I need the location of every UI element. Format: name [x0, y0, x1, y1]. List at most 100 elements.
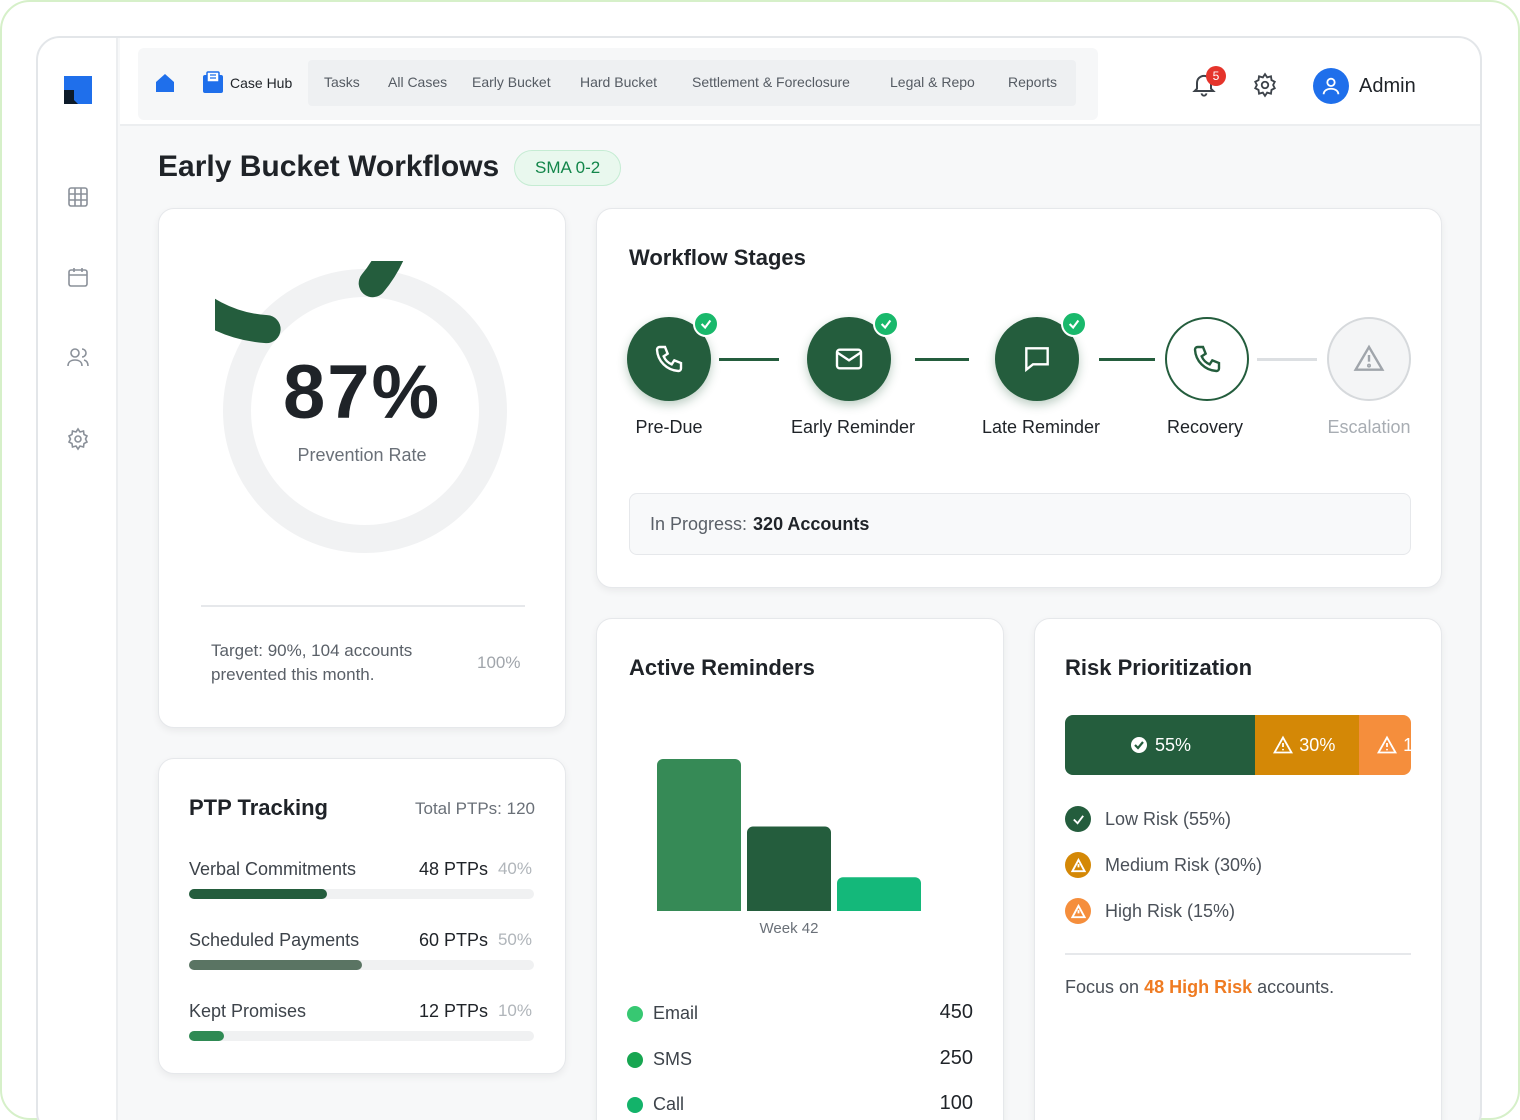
app-window: Case Hub Tasks All Cases Early Bucket Ha… [36, 36, 1482, 1120]
avatar [1313, 68, 1349, 104]
tab-hard-bucket[interactable]: Hard Bucket [580, 74, 658, 90]
bar-base-call [837, 903, 921, 911]
stage-connector [1257, 358, 1317, 361]
bar-call[interactable] [837, 877, 921, 911]
stage-late-reminder[interactable] [995, 311, 1087, 401]
legend-sms: SMS 250 [627, 1047, 973, 1073]
ptp-label: Verbal Commitments [189, 859, 357, 879]
legend-email: Email 450 [627, 1001, 973, 1027]
phone-icon [655, 345, 683, 373]
divider [1065, 953, 1411, 955]
risk-segment[interactable]: 55% [1065, 715, 1256, 775]
focus-prefix: Focus on [1065, 977, 1140, 997]
scale-max: 100% [477, 653, 521, 672]
risk-item-medium: Medium Risk (30%) [1065, 851, 1262, 879]
legend-dot [627, 1006, 643, 1022]
stage-connector [915, 358, 969, 361]
home-icon[interactable] [154, 72, 176, 94]
grid-icon[interactable] [65, 184, 91, 210]
prevention-rate-label: Prevention Rate [297, 445, 427, 465]
ptp-label: Scheduled Payments [189, 930, 360, 950]
bar-base-sms [747, 903, 831, 911]
ptp-label: Kept Promises [189, 1001, 307, 1021]
legend-label: SMS [653, 1049, 693, 1069]
notifications-button[interactable]: 5 [1190, 66, 1226, 102]
in-progress-box: In Progress: 320 Accounts [629, 493, 1411, 555]
nav-tabs: Tasks All Cases Early Bucket Hard Bucket… [308, 60, 1076, 106]
tab-all-cases[interactable]: All Cases [388, 74, 448, 90]
ptp-progress-track [189, 889, 534, 899]
workflow-card: Workflow Stages Pre-Due Early Reminder L… [596, 208, 1442, 588]
check-icon [1065, 806, 1091, 832]
app-logo[interactable] [64, 76, 92, 104]
settings-button[interactable] [1252, 72, 1280, 100]
nav-case-hub[interactable]: Case Hub [202, 68, 292, 98]
stage-label-escalation: Escalation [1327, 417, 1411, 437]
message-icon [1025, 347, 1049, 373]
legend-call: Call 100 [627, 1092, 973, 1118]
bar-email[interactable] [657, 759, 741, 911]
tab-legal-repo[interactable]: Legal & Repo [890, 74, 975, 90]
prevention-gauge [215, 261, 507, 553]
risk-segment[interactable]: 30% [1255, 715, 1360, 775]
stage-pre-due[interactable] [627, 311, 719, 401]
legend-dot [627, 1097, 643, 1113]
tab-tasks[interactable]: Tasks [324, 74, 360, 90]
ptp-progress-track [189, 960, 534, 970]
risk-item-high: High Risk (15%) [1065, 897, 1235, 925]
bar-base-email [657, 903, 741, 911]
risk-title: Risk Prioritization [1065, 655, 1253, 680]
tab-early-bucket[interactable]: Early Bucket [472, 74, 551, 90]
divider [201, 605, 525, 607]
settings-icon[interactable] [65, 426, 91, 452]
warning-icon [1273, 735, 1294, 755]
workflow-title: Workflow Stages [629, 245, 806, 270]
risk-segment-label: 30% [1299, 734, 1336, 755]
x-tick-label: Week 42 [760, 920, 819, 937]
calendar-icon[interactable] [65, 264, 91, 290]
check-icon [693, 311, 719, 337]
ptp-value: 60 PTPs [418, 930, 488, 950]
users-icon[interactable] [65, 344, 91, 370]
stage-early-reminder[interactable] [807, 311, 899, 401]
ptp-card: PTP Tracking Total PTPs: 120 Verbal Comm… [158, 758, 566, 1074]
ptp-percent: 10% [497, 1001, 532, 1020]
focus-highlight[interactable]: 48 High Risk [1144, 977, 1253, 997]
legend-value: 250 [939, 1047, 973, 1069]
risk-label: High Risk (15%) [1105, 900, 1236, 921]
risk-item-low: Low Risk (55%) [1065, 805, 1231, 833]
sma-badge: SMA 0-2 [514, 150, 622, 186]
stage-recovery[interactable] [1165, 317, 1249, 401]
warning-icon [1065, 852, 1091, 878]
warning-icon [1065, 898, 1091, 924]
user-menu[interactable]: Admin [1313, 68, 1416, 104]
tab-reports[interactable]: Reports [1008, 74, 1058, 90]
stage-connector [1099, 358, 1155, 361]
in-progress-label: In Progress: [650, 513, 748, 534]
risk-segment[interactable]: 15% [1359, 715, 1411, 775]
warning-icon [1377, 735, 1398, 755]
risk-segment-label: 55% [1155, 734, 1192, 755]
sidebar [38, 38, 118, 1120]
legend-dot [627, 1052, 643, 1068]
mail-icon [835, 348, 863, 370]
check-icon [1061, 311, 1087, 337]
reminders-title: Active Reminders [629, 655, 815, 680]
stage-label-pre-due: Pre-Due [635, 417, 703, 437]
case-hub-icon [203, 71, 223, 93]
user-icon [1322, 77, 1340, 95]
user-name: Admin [1359, 74, 1416, 97]
check-circle-icon [1129, 735, 1149, 755]
in-progress-value: 320 Accounts [753, 513, 870, 534]
stage-label-early-reminder: Early Reminder [790, 417, 916, 437]
bar-sms[interactable] [747, 826, 831, 911]
stage-escalation[interactable] [1327, 317, 1411, 401]
ptp-title: PTP Tracking [189, 795, 328, 820]
page-title: Early Bucket Workflows [158, 150, 500, 183]
case-hub-label: Case Hub [230, 75, 293, 91]
legend-value: 100 [939, 1092, 973, 1114]
tab-settlement-foreclosure[interactable]: Settlement & Foreclosure [692, 74, 850, 90]
ptp-progress-fill [189, 960, 362, 970]
ptp-progress-fill [189, 889, 327, 899]
focus-suffix: accounts. [1257, 977, 1335, 997]
